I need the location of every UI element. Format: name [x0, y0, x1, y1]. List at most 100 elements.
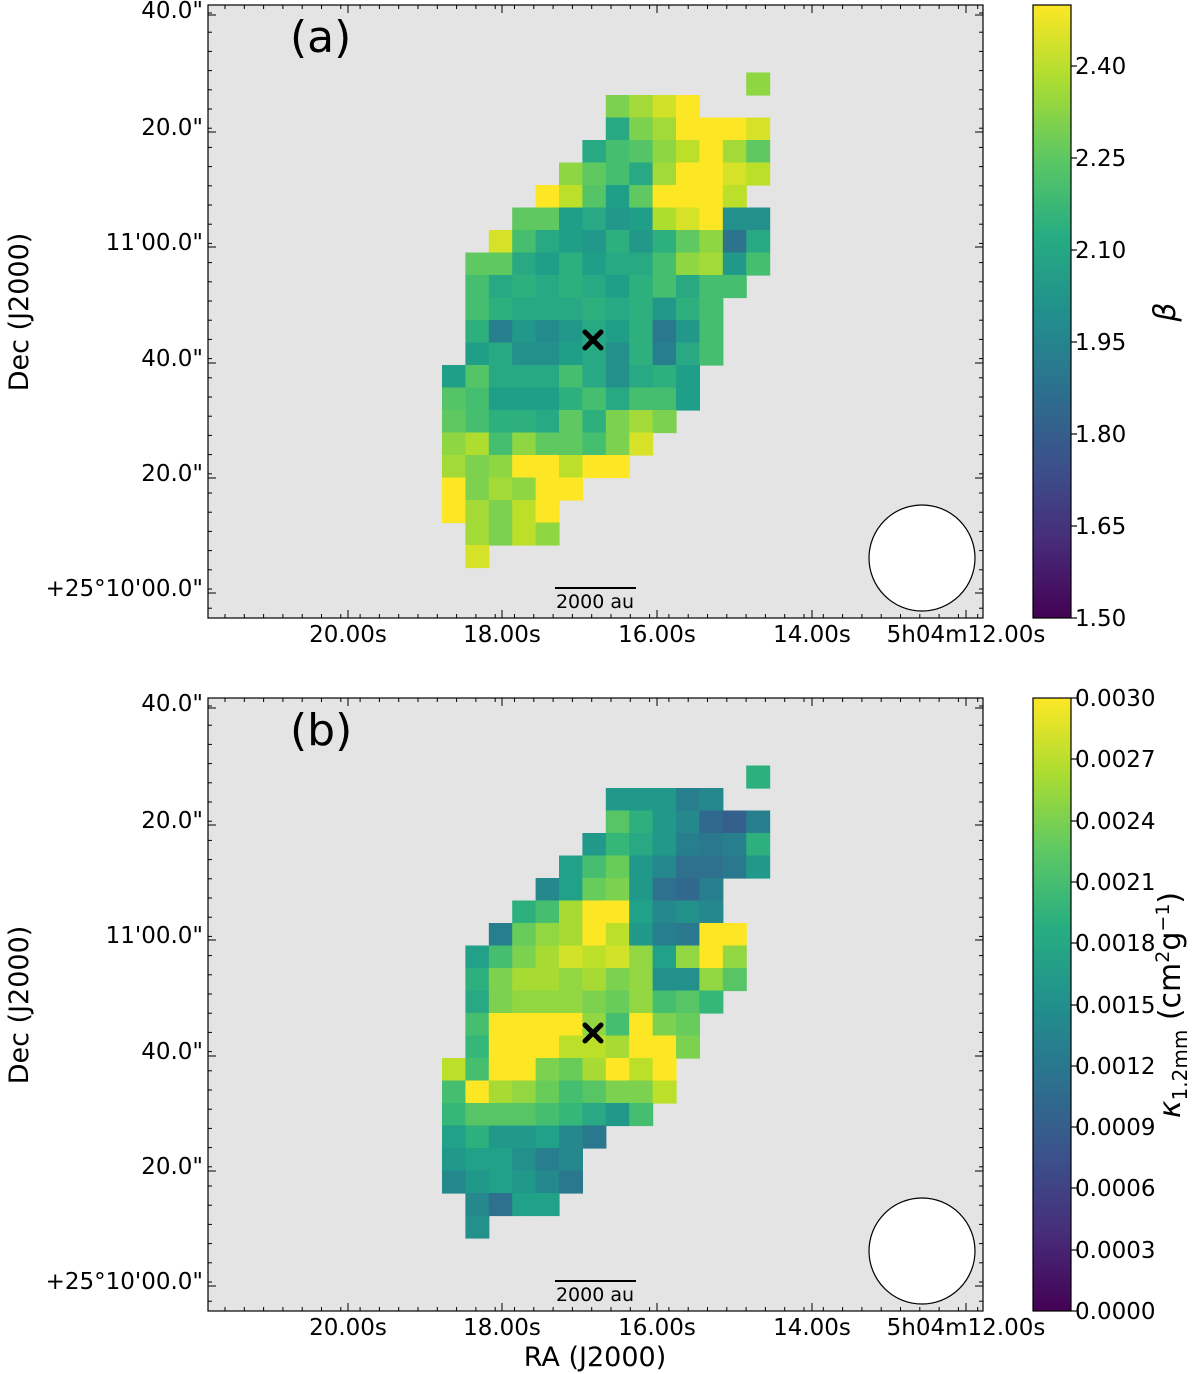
heatmap-cell: [512, 477, 537, 501]
heatmap-cell: [652, 1058, 677, 1082]
heatmap-cell: [605, 185, 630, 209]
heatmap-cell: [465, 1215, 490, 1239]
heatmap-cell: [512, 207, 537, 231]
heatmap-cell: [559, 410, 583, 434]
heatmap-cell: [512, 900, 537, 924]
colorbar-tick-label: 2.25: [1075, 146, 1126, 172]
heatmap-cell: [699, 900, 724, 924]
heatmap-cell: [605, 275, 630, 299]
heatmap-cell: [629, 275, 654, 299]
heatmap-cell: [559, 432, 583, 456]
heatmap-cell: [722, 275, 747, 299]
heatmap-cell: [559, 342, 583, 366]
heatmap-cell: [746, 207, 771, 231]
heatmap-cell: [629, 1103, 654, 1127]
heatmap-cell: [559, 1125, 583, 1149]
heatmap-cell: [535, 1193, 560, 1217]
panel-b-x-tick-labels: 20.00s 18.00s 16.00s 14.00s 5h04m12.00s: [309, 1315, 1045, 1341]
heatmap-cell: [535, 1080, 560, 1104]
heatmap-cell: [559, 968, 583, 992]
heatmap-cell: [442, 410, 466, 434]
heatmap-cell: [605, 162, 630, 186]
heatmap-cell: [535, 1170, 560, 1194]
heatmap-cell: [699, 275, 724, 299]
heatmap-cell: [512, 365, 537, 389]
heatmap-cell: [722, 855, 747, 879]
heatmap-cell: [652, 252, 677, 276]
heatmap-cell: [605, 207, 630, 231]
heatmap-cell: [652, 117, 677, 141]
heatmap-cell: [629, 945, 654, 969]
units-mid: g: [1153, 932, 1188, 951]
heatmap-cell: [676, 207, 700, 231]
heatmap-cell: [629, 342, 654, 366]
colorbar-tick-label: 0.0006: [1075, 1176, 1155, 1202]
heatmap-cell: [582, 1125, 607, 1149]
heatmap-cell: [699, 207, 724, 231]
units-close: ): [1153, 892, 1188, 904]
heatmap-cell: [746, 230, 771, 254]
heatmap-cell: [652, 185, 677, 209]
heatmap-cell: [512, 1080, 537, 1104]
heatmap-cell: [676, 365, 700, 389]
heatmap-cell: [652, 833, 677, 857]
heatmap-cell: [629, 990, 654, 1014]
heatmap-cell: [676, 185, 700, 209]
heatmap-cell: [722, 833, 747, 857]
heatmap-cell: [465, 432, 490, 456]
heatmap-cell: [488, 387, 513, 411]
heatmap-cell: [488, 1148, 513, 1172]
heatmap-cell: [746, 855, 771, 879]
heatmap-cell: [488, 1170, 513, 1194]
heatmap-cell: [629, 207, 654, 231]
heatmap-cell: [699, 230, 724, 254]
heatmap-cell: [746, 117, 771, 141]
heatmap-cell: [559, 275, 583, 299]
heatmap-cell: [629, 387, 654, 411]
heatmap-cell: [559, 297, 583, 321]
heatmap-cell: [652, 387, 677, 411]
panel-a-colorbar: 1.50 1.65 1.80 1.95 2.10 2.25 2.40 β: [1032, 4, 1183, 632]
heatmap-cell: [746, 72, 771, 96]
heatmap-cell: [488, 945, 513, 969]
heatmap-cell: [699, 788, 724, 812]
heatmap-cell: [582, 1058, 607, 1082]
heatmap-cell: [488, 968, 513, 992]
panel-a-scale-bar: 2000 au: [555, 587, 636, 613]
heatmap-cell: [582, 945, 607, 969]
heatmap-cell: [652, 990, 677, 1014]
colorbar-tick-label: 1.65: [1075, 514, 1126, 540]
heatmap-cell: [722, 968, 747, 992]
heatmap-cell: [465, 1035, 490, 1059]
y-tick-label: 40.0": [141, 346, 203, 372]
units-exp-1: 2: [1152, 951, 1174, 963]
heatmap-cell: [488, 1080, 513, 1104]
heatmap-cell: [488, 432, 513, 456]
heatmap-cell: [488, 342, 513, 366]
panel-b-colorbar-title: κ1.2mm (cm2g−1): [1152, 892, 1192, 1118]
heatmap-cell: [488, 297, 513, 321]
heatmap-cell: [676, 297, 700, 321]
heatmap-cell: [559, 1080, 583, 1104]
panel-b-protostar-marker: [582, 1022, 604, 1044]
panel-b-y-axis-title: Dec (J2000): [4, 926, 35, 1085]
heatmap-cell: [629, 117, 654, 141]
heatmap-cell: [699, 320, 724, 344]
heatmap-cell: [605, 1013, 630, 1037]
heatmap-cell: [535, 410, 560, 434]
heatmap-cell: [512, 455, 537, 479]
heatmap-cell: [629, 855, 654, 879]
heatmap-cell: [559, 855, 583, 879]
heatmap-cell: [582, 207, 607, 231]
heatmap-cell: [676, 1035, 700, 1059]
heatmap-cell: [652, 878, 677, 902]
heatmap-cell: [746, 765, 771, 789]
heatmap-cell: [582, 365, 607, 389]
panel-a-colorbar-ticks: [1071, 65, 1077, 619]
heatmap-cell: [535, 275, 560, 299]
heatmap-cell: [722, 230, 747, 254]
heatmap-cell: [442, 1170, 466, 1194]
heatmap-cell: [605, 923, 630, 947]
heatmap-cell: [512, 230, 537, 254]
heatmap-cell: [629, 1058, 654, 1082]
